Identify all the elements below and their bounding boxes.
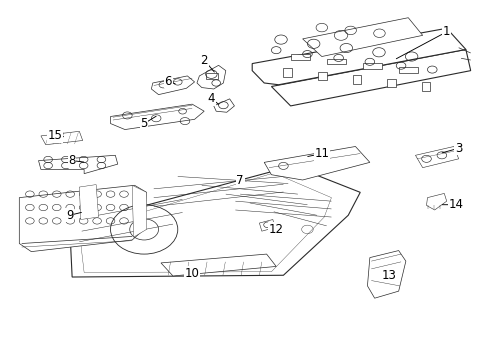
Text: 8: 8 (69, 154, 76, 167)
Text: 3: 3 (455, 142, 463, 155)
Polygon shape (303, 18, 423, 57)
Bar (318, 72, 327, 80)
Text: 5: 5 (141, 117, 148, 130)
Text: 15: 15 (48, 129, 63, 143)
Text: 13: 13 (382, 269, 396, 282)
Text: 7: 7 (237, 174, 244, 186)
Text: 9: 9 (66, 209, 74, 222)
Text: 6: 6 (165, 75, 172, 88)
Text: 10: 10 (185, 267, 199, 280)
Text: 11: 11 (314, 147, 329, 160)
Polygon shape (70, 166, 360, 277)
Polygon shape (271, 49, 471, 106)
Polygon shape (197, 66, 226, 89)
Bar (353, 75, 361, 84)
Bar (363, 63, 382, 68)
Polygon shape (39, 155, 118, 174)
Text: 4: 4 (208, 93, 215, 105)
Polygon shape (426, 193, 447, 210)
Polygon shape (264, 147, 370, 180)
Polygon shape (41, 131, 83, 145)
Polygon shape (161, 254, 276, 276)
Polygon shape (19, 185, 147, 252)
Polygon shape (132, 185, 147, 237)
Polygon shape (111, 104, 204, 130)
Bar (327, 59, 346, 64)
Bar (206, 73, 218, 80)
Polygon shape (151, 76, 195, 95)
Text: 14: 14 (449, 198, 464, 211)
Polygon shape (416, 147, 459, 168)
Text: 2: 2 (200, 54, 208, 67)
Polygon shape (214, 99, 234, 112)
Bar (422, 82, 430, 91)
Polygon shape (259, 220, 275, 231)
Bar (291, 54, 310, 60)
Text: 12: 12 (269, 223, 284, 236)
Text: 1: 1 (443, 25, 450, 38)
Polygon shape (252, 28, 466, 85)
Bar (399, 67, 418, 73)
Bar (283, 68, 292, 77)
Bar (387, 79, 396, 87)
Polygon shape (368, 251, 406, 298)
Polygon shape (79, 185, 98, 220)
